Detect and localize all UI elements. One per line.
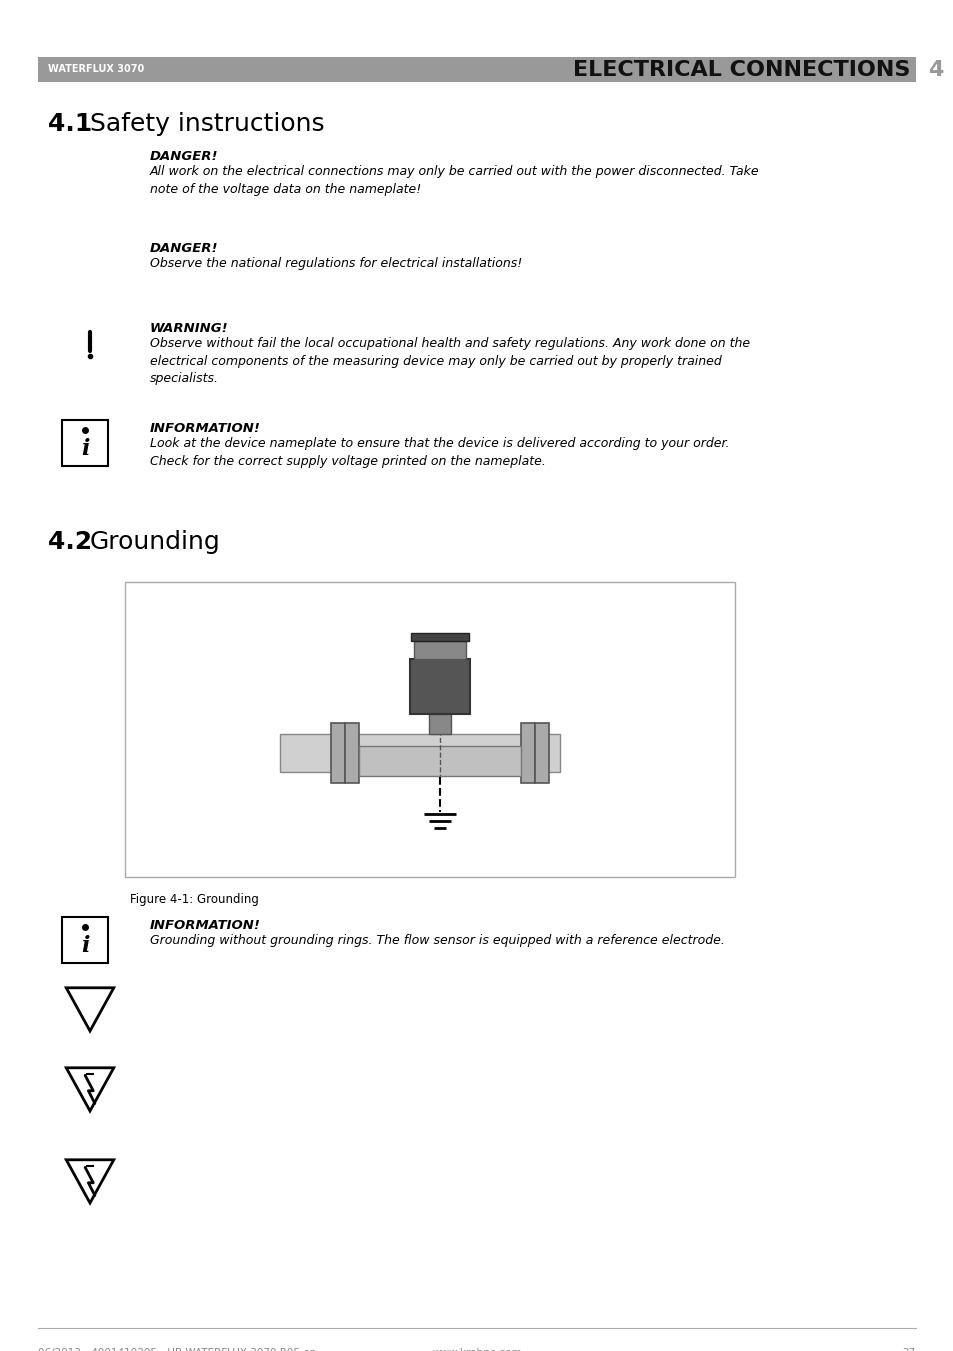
Bar [535,723,548,784]
Polygon shape [66,1067,113,1111]
Text: 4: 4 [927,59,943,80]
Text: DANGER!: DANGER! [150,150,218,163]
Text: Observe the national regulations for electrical installations!: Observe the national regulations for ele… [150,257,521,270]
Text: 27: 27 [902,1348,915,1351]
Text: www.krohne.com: www.krohne.com [432,1348,521,1351]
Text: WARNING!: WARNING! [150,322,229,335]
Text: i: i [81,438,90,459]
Text: 06/2013 - 4001410205 - HB WATERFLUX 3070 R05 en: 06/2013 - 4001410205 - HB WATERFLUX 3070… [38,1348,315,1351]
Bar [429,715,451,734]
Bar [62,917,108,963]
Text: Safety instructions: Safety instructions [90,112,324,136]
Bar [414,642,465,659]
Bar [62,420,108,466]
Text: 4.2: 4.2 [48,530,110,554]
Bar [280,734,559,773]
Polygon shape [66,1159,113,1202]
Text: WATERFLUX 3070: WATERFLUX 3070 [48,65,144,74]
Bar [345,723,358,784]
Bar [917,57,953,82]
Text: DANGER!: DANGER! [150,242,218,255]
Text: Grounding without grounding rings. The flow sensor is equipped with a reference : Grounding without grounding rings. The f… [150,934,724,947]
Text: i: i [81,935,90,957]
Text: ELECTRICAL CONNECTIONS: ELECTRICAL CONNECTIONS [572,59,909,80]
Text: INFORMATION!: INFORMATION! [150,422,260,435]
Text: Look at the device nameplate to ensure that the device is delivered according to: Look at the device nameplate to ensure t… [150,436,729,467]
Text: All work on the electrical connections may only be carried out with the power di: All work on the electrical connections m… [150,165,759,196]
Text: Figure 4-1: Grounding: Figure 4-1: Grounding [130,893,258,907]
Polygon shape [66,988,113,1031]
Text: Grounding: Grounding [90,530,220,554]
Bar [331,723,345,784]
Bar [125,582,734,877]
Text: 4.1: 4.1 [48,112,110,136]
Bar [410,659,470,715]
Bar [38,57,915,82]
Bar [358,746,520,775]
Bar [520,723,535,784]
Text: INFORMATION!: INFORMATION! [150,919,260,932]
Text: Observe without fail the local occupational health and safety regulations. Any w: Observe without fail the local occupatio… [150,336,749,385]
Bar [411,634,469,642]
